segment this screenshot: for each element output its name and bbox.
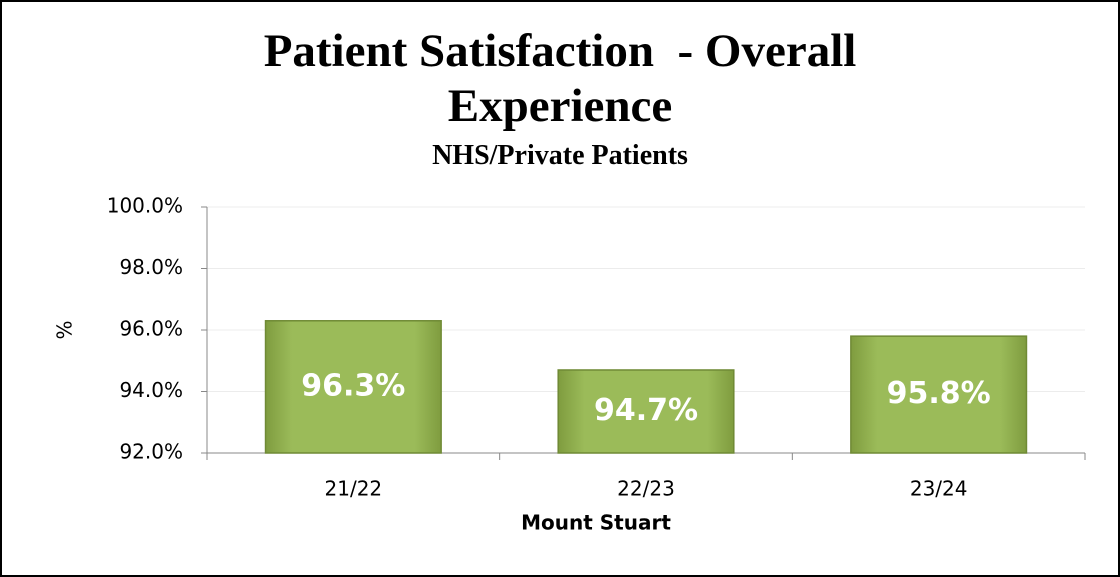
chart-subtitle: NHS/Private Patients — [432, 140, 688, 171]
y-axis-label: % — [53, 320, 77, 339]
x-tick-label: 23/24 — [910, 477, 968, 501]
data-label: 94.7% — [594, 393, 698, 428]
y-tick-label: 94.0% — [119, 378, 183, 402]
y-tick-label: 96.0% — [119, 317, 183, 341]
bar — [850, 335, 1028, 454]
x-tick-label: 22/23 — [617, 477, 675, 501]
bar — [264, 320, 442, 454]
data-label: 96.3% — [301, 368, 405, 403]
y-tick-label: 100.0% — [107, 194, 183, 218]
x-tick-label: 21/22 — [325, 477, 383, 501]
chart-title: Patient Satisfaction - Overall Experienc… — [263, 25, 869, 132]
y-tick-label: 92.0% — [119, 440, 183, 464]
x-axis-label: Mount Stuart — [521, 511, 671, 535]
data-label: 95.8% — [887, 376, 991, 411]
bar — [557, 369, 735, 454]
y-tick-label: 98.0% — [119, 255, 183, 279]
